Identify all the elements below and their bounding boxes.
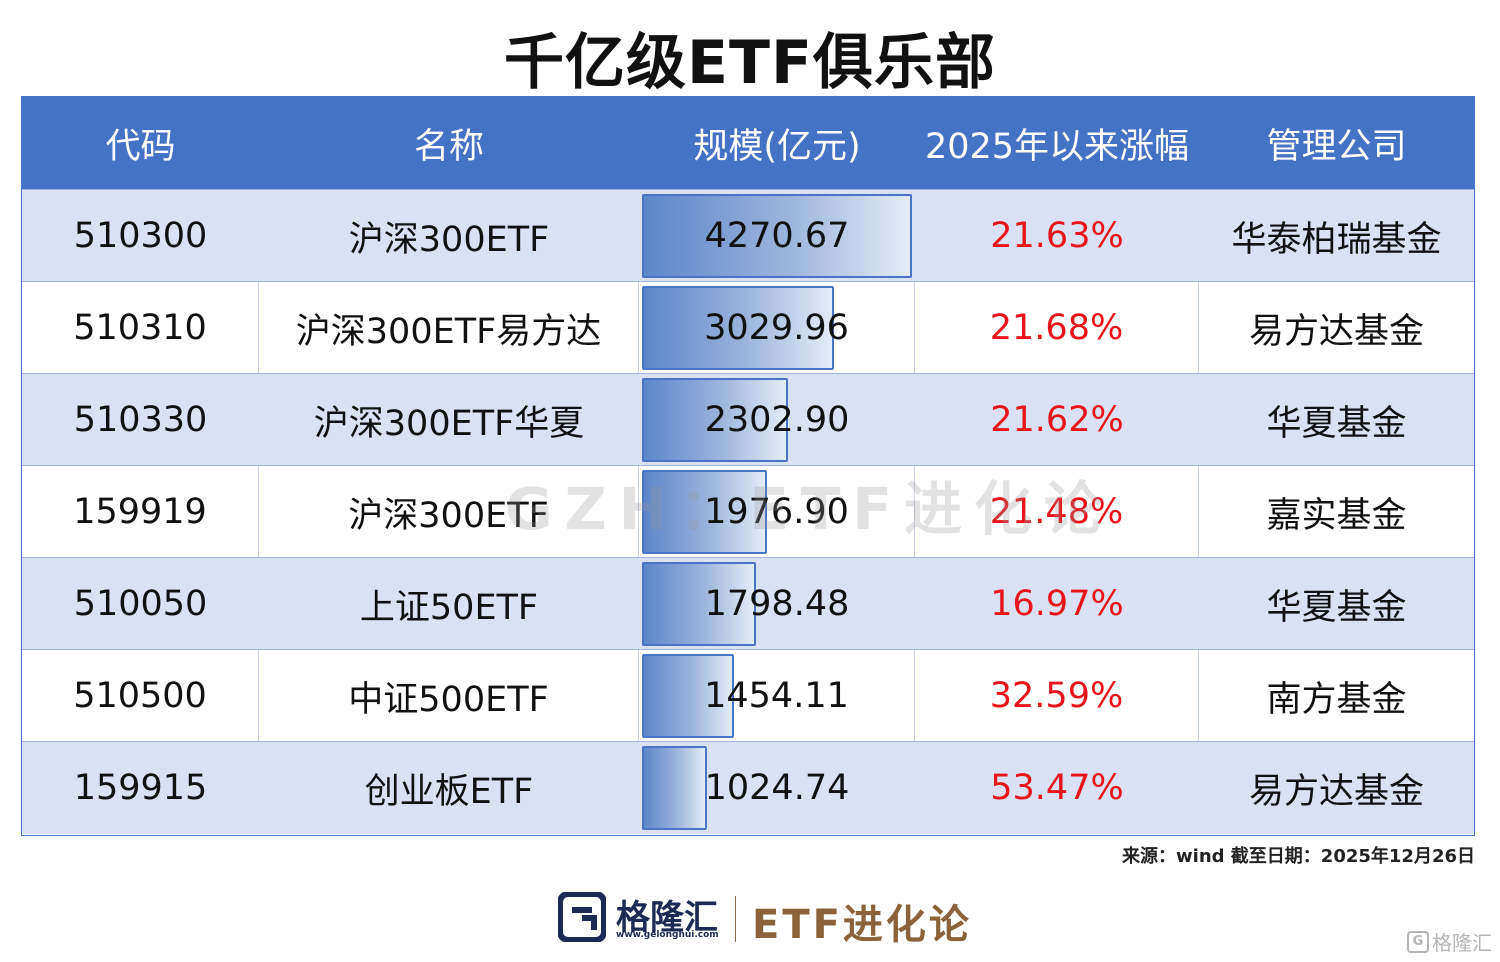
scale-bar xyxy=(642,378,788,462)
cell-scale: 1454.11 xyxy=(639,650,915,742)
header-name: 名称 xyxy=(413,126,484,167)
table-row: 510500 中证500ETF 1454.11 32.59% 南方基金 xyxy=(22,649,1474,742)
gelonghui-logo-url: www.gelonghui.com xyxy=(616,930,719,940)
corner-logo-text: 格隆汇 xyxy=(1432,931,1492,955)
cell-company: 易方达基金 xyxy=(1248,311,1424,352)
scale-value: 2302.90 xyxy=(704,400,850,440)
cell-name: 创业板ETF xyxy=(364,771,534,812)
cell-scale: 1976.90 xyxy=(639,466,915,558)
etf-table: 代码 名称 规模(亿元) 2025年以来涨幅 管理公司 510300 沪深300E… xyxy=(21,96,1475,836)
cell-company: 华夏基金 xyxy=(1266,587,1407,628)
cell-name: 中证500ETF xyxy=(259,650,639,742)
scale-bar xyxy=(642,746,707,830)
scale-bar xyxy=(642,470,767,554)
scale-value: 1024.74 xyxy=(704,768,850,808)
cell-change: 21.48% xyxy=(915,466,1199,558)
cell-scale: 1798.48 xyxy=(639,558,915,650)
cell-change: 32.59% xyxy=(915,650,1199,742)
table-row: 159919 沪深300ETF 1976.90 21.48% 嘉实基金 xyxy=(22,465,1474,558)
cell-change: 16.97% xyxy=(990,584,1124,624)
cell-change: 21.68% xyxy=(915,282,1199,374)
table-row: 510050 上证50ETF 1798.48 16.97% 华夏基金 xyxy=(22,557,1474,650)
cell-code: 159919 xyxy=(22,466,259,558)
cell-name: 沪深300ETF易方达 xyxy=(259,282,639,374)
cell-company: 华夏基金 xyxy=(1266,403,1407,444)
table-header-row: 代码 名称 规模(亿元) 2025年以来涨幅 管理公司 xyxy=(22,97,1474,189)
cell-scale: 1024.74 xyxy=(639,742,915,834)
cell-name: 沪深300ETF xyxy=(348,219,550,260)
header-scale: 规模(亿元) xyxy=(693,126,861,167)
etf-brand-text: ETF进化论 xyxy=(752,902,972,948)
scale-bar xyxy=(642,194,912,278)
cell-name: 上证50ETF xyxy=(359,587,539,628)
scale-value: 1976.90 xyxy=(704,492,849,532)
table-row: 510330 沪深300ETF华夏 2302.90 21.62% 华夏基金 xyxy=(22,373,1474,466)
table-row: 159915 创业板ETF 1024.74 53.47% 易方达基金 xyxy=(22,741,1474,834)
table-row: 510310 沪深300ETF易方达 3029.96 21.68% 易方达基金 xyxy=(22,281,1474,374)
scale-value: 1798.48 xyxy=(704,584,850,624)
scale-bar xyxy=(642,654,734,738)
scale-value: 4270.67 xyxy=(704,216,850,256)
gelonghui-logo-icon xyxy=(558,892,606,942)
cell-scale: 4270.67 xyxy=(639,190,915,282)
cell-name: 沪深300ETF华夏 xyxy=(313,403,585,444)
cell-code: 510050 xyxy=(73,584,208,624)
scale-bar xyxy=(642,562,756,646)
scale-bar xyxy=(642,286,834,370)
header-change: 2025年以来涨幅 xyxy=(924,126,1190,167)
cell-scale: 2302.90 xyxy=(639,374,915,466)
cell-code: 510300 xyxy=(73,216,208,256)
gelonghui-logo-text: 格隆汇 xyxy=(616,898,718,938)
header-company: 管理公司 xyxy=(1266,126,1407,167)
source-note: 来源：wind 截至日期：2025年12月26日 xyxy=(1122,846,1475,867)
footer-logos: 格隆汇 www.gelonghui.com ETF进化论 xyxy=(0,890,1500,948)
cell-company: 南方基金 xyxy=(1266,679,1407,720)
page-title: 千亿级ETF俱乐部 xyxy=(504,28,996,98)
cell-name: 沪深300ETF xyxy=(259,466,639,558)
scale-value: 1454.11 xyxy=(704,676,849,716)
cell-code: 159915 xyxy=(73,768,208,808)
cell-change: 53.47% xyxy=(990,768,1124,808)
header-code: 代码 xyxy=(105,126,176,167)
scale-value: 3029.96 xyxy=(704,308,849,348)
corner-logo-icon: G xyxy=(1407,930,1429,953)
cell-change: 21.62% xyxy=(990,400,1124,440)
cell-company: 嘉实基金 xyxy=(1266,495,1407,536)
cell-code: 510500 xyxy=(22,650,259,742)
cell-company: 易方达基金 xyxy=(1248,771,1424,812)
logo-divider xyxy=(735,896,736,942)
table-row: 510300 沪深300ETF 4270.67 21.63% 华泰柏瑞基金 xyxy=(22,189,1474,282)
cell-company: 华泰柏瑞基金 xyxy=(1231,219,1442,260)
cell-change: 21.63% xyxy=(990,216,1124,256)
cell-scale: 3029.96 xyxy=(639,282,915,374)
cell-code: 510330 xyxy=(73,400,208,440)
cell-code: 510310 xyxy=(22,282,259,374)
corner-watermark: G 格隆汇 xyxy=(1407,927,1492,956)
